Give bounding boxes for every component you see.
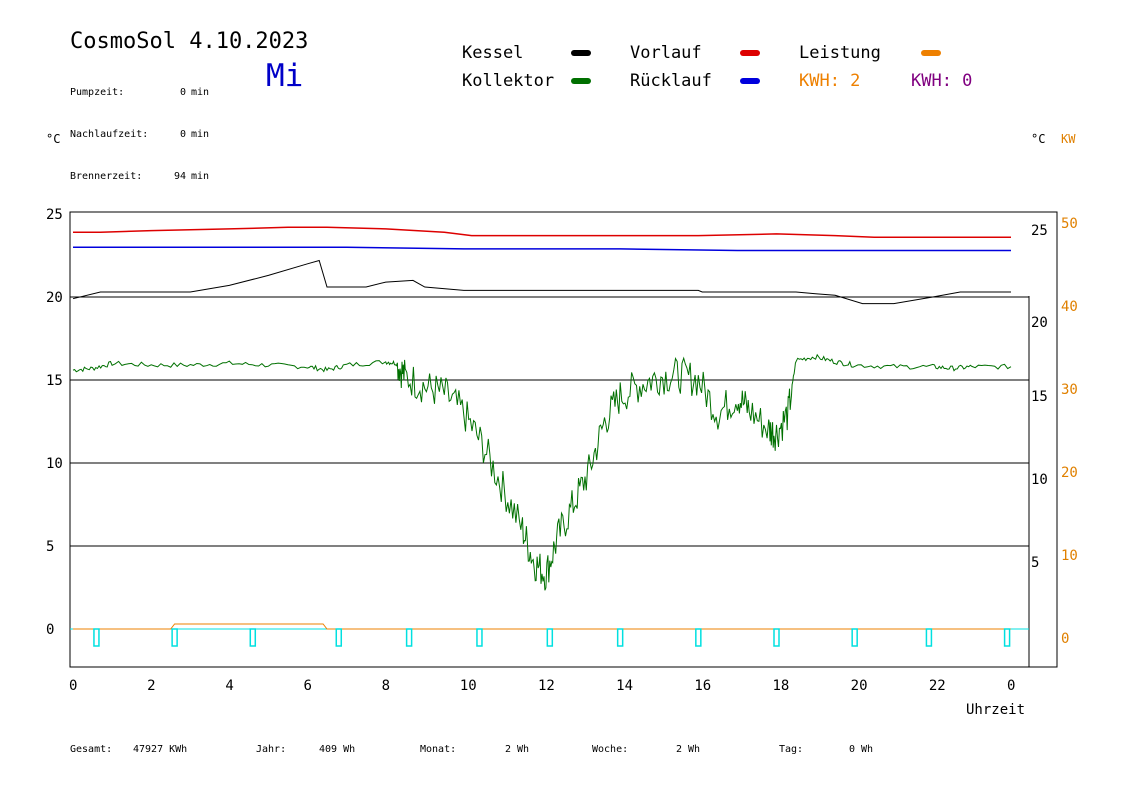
- pump-marker: [93, 628, 100, 647]
- x-tick-label: 12: [538, 678, 555, 694]
- x-tick-label: 0: [69, 678, 77, 694]
- series-line-kessel: [72, 259, 1011, 305]
- series-line-leistung: [73, 623, 1011, 630]
- y-tick-label-right-kw: 10: [1061, 548, 1078, 564]
- pump-marker: [335, 628, 343, 647]
- info-label: Nachlaufzeit:: [70, 129, 149, 140]
- info-row-brennerzeit: Brennerzeit: 94 min: [70, 170, 209, 184]
- legend-leistung-swatch: [921, 50, 941, 56]
- footer-woche-label: Woche:: [592, 744, 629, 755]
- footer-tag-value: 0 Wh: [849, 744, 874, 755]
- pump-marker: [405, 628, 413, 647]
- pump-marker: [616, 628, 624, 647]
- x-tick-label: 8: [382, 678, 390, 694]
- x-tick-label: 2: [147, 678, 155, 694]
- y-tick-label-right-celsius: 10: [1031, 472, 1048, 488]
- y-tick-label-left: 25: [46, 207, 63, 223]
- right-axis-unit-kw: KW: [1061, 132, 1076, 146]
- info-value: 0: [179, 129, 186, 140]
- info-unit: min: [191, 171, 210, 182]
- legend-vorlauf-swatch: [740, 50, 760, 56]
- x-tick-label: 10: [460, 678, 477, 694]
- weekday-label: Mi: [266, 58, 304, 94]
- series-line-ruecklauf: [73, 246, 1011, 252]
- x-tick-label: 18: [773, 678, 790, 694]
- pump-marker: [773, 628, 780, 647]
- legend-ruecklauf-swatch: [740, 78, 760, 84]
- y-tick-label-left: 0: [46, 622, 54, 638]
- footer-woche-value: 2 Wh: [676, 744, 701, 755]
- info-label: Pumpzeit:: [70, 87, 125, 98]
- x-tick-label: 14: [616, 678, 633, 694]
- legend-kwh-secondary: KWH: 0: [911, 71, 973, 91]
- legend-kwh-leistung: KWH: 2: [799, 71, 861, 91]
- y-tick-label-left: 5: [46, 539, 54, 555]
- series-line-vorlauf: [73, 226, 1011, 238]
- y-tick-label-right-kw: 50: [1061, 216, 1078, 232]
- y-tick-label-right-kw: 30: [1061, 382, 1078, 398]
- pump-marker: [476, 628, 483, 647]
- footer-gesamt-value: 47927 KWh: [133, 744, 188, 755]
- y-tick-label-right-celsius: 25: [1031, 223, 1048, 239]
- legend-kessel-label: Kessel: [462, 43, 524, 63]
- legend-kollektor-swatch: [571, 78, 591, 84]
- page-title: CosmoSol 4.10.2023: [70, 29, 309, 54]
- info-label: Brennerzeit:: [70, 171, 143, 182]
- footer-monat-value: 2 Wh: [505, 744, 530, 755]
- footer-monat-label: Monat:: [420, 744, 457, 755]
- y-tick-label-right-celsius: 20: [1031, 315, 1048, 331]
- pump-marker: [249, 628, 257, 647]
- footer-tag-label: Tag:: [779, 744, 804, 755]
- legend-leistung-label: Leistung: [799, 43, 881, 63]
- pump-marker: [925, 628, 933, 647]
- y-tick-label-left: 20: [46, 290, 63, 306]
- y-tick-label-right-celsius: 5: [1031, 555, 1039, 571]
- info-row-nachlaufzeit: Nachlaufzeit: 0 min: [70, 128, 209, 142]
- legend-kollektor-label: Kollektor: [462, 71, 555, 91]
- plot-frame: [69, 211, 1058, 668]
- x-tick-label: 0: [1007, 678, 1015, 694]
- pump-marker: [1003, 628, 1011, 647]
- info-row-pumpzeit: Pumpzeit: 0 min: [70, 86, 209, 100]
- y-tick-label-left: 15: [46, 373, 63, 389]
- runtime-info: Pumpzeit: 0 min Nachlaufzeit: 0 min Brennerz…: [70, 58, 209, 198]
- info-unit: min: [191, 129, 210, 140]
- pump-marker: [695, 628, 702, 647]
- y-tick-label-right-kw: 0: [1061, 631, 1069, 647]
- footer-jahr-label: Jahr:: [256, 744, 287, 755]
- pump-marker: [851, 628, 858, 647]
- y-tick-label-left: 10: [46, 456, 63, 472]
- pump-marker: [546, 628, 554, 647]
- legend-kessel-swatch: [571, 50, 591, 56]
- x-axis-label: Uhrzeit: [966, 702, 1025, 718]
- x-tick-label: 20: [851, 678, 868, 694]
- x-tick-label: 6: [304, 678, 312, 694]
- y-tick-label-right-kw: 20: [1061, 465, 1078, 481]
- x-tick-label: 4: [225, 678, 233, 694]
- right-axis-unit-celsius: °C: [1031, 132, 1046, 146]
- series-line-kollektor: [72, 353, 1012, 591]
- y-tick-label-right-kw: 40: [1061, 299, 1078, 315]
- footer-jahr-value: 409 Wh: [319, 744, 356, 755]
- info-unit: min: [191, 87, 210, 98]
- y-tick-label-right-celsius: 15: [1031, 389, 1048, 405]
- info-value: 0: [179, 87, 186, 98]
- pump-marker: [171, 628, 178, 647]
- left-axis-unit: °C: [46, 132, 61, 146]
- info-value: 94: [173, 171, 186, 182]
- x-tick-label: 22: [929, 678, 946, 694]
- legend-vorlauf-label: Vorlauf: [630, 43, 702, 63]
- legend-ruecklauf-label: Rücklauf: [630, 71, 712, 91]
- x-tick-label: 16: [694, 678, 711, 694]
- footer-gesamt-label: Gesamt:: [70, 744, 113, 755]
